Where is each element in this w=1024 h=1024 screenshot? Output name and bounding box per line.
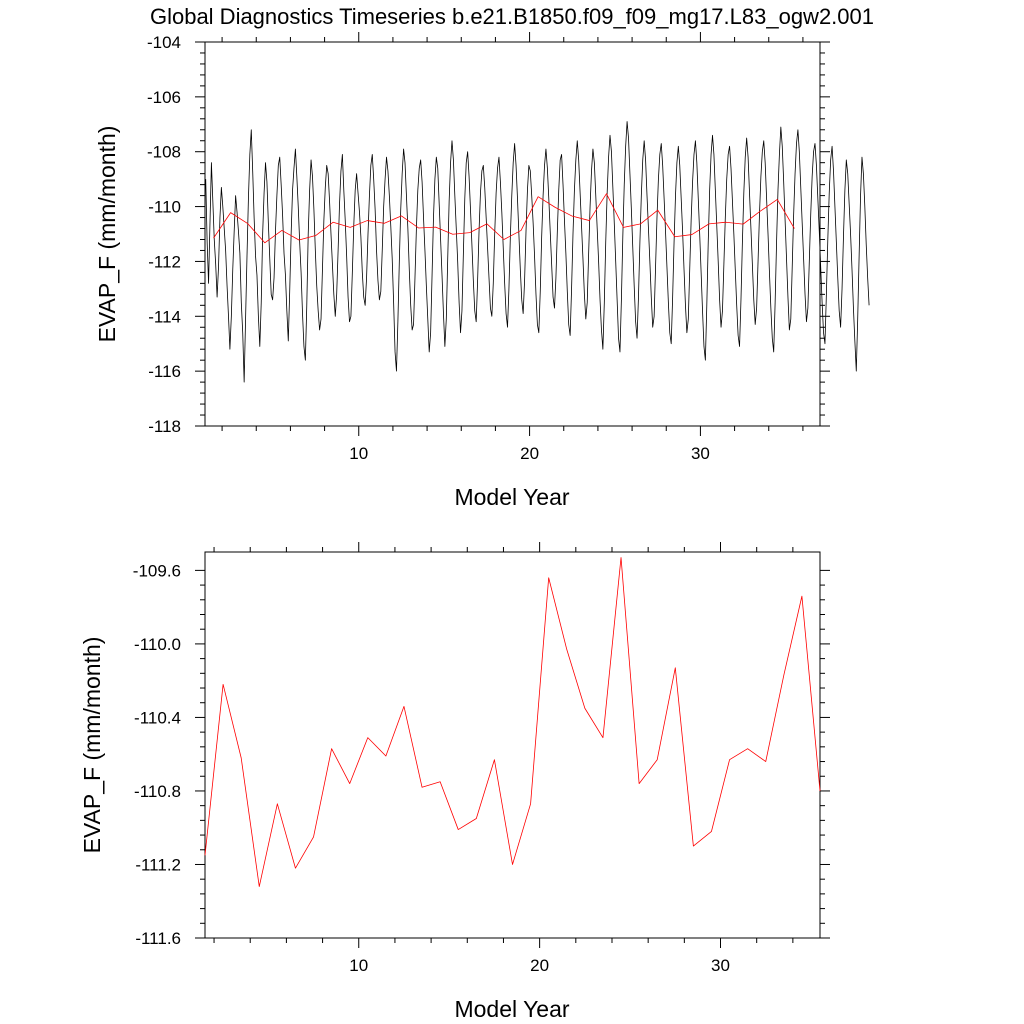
y-tick-label: -114 <box>148 307 181 326</box>
x-tick-labels: 10 20 30 <box>349 956 730 975</box>
annual-mean-line <box>204 557 821 887</box>
y-tick-label: -116 <box>148 362 181 381</box>
x-tick-label: 10 <box>349 956 368 975</box>
panel-bottom: -111.6 -111.2 -110.8 -110.4 -110.0 -109.6 10 2… <box>79 542 830 1022</box>
x-axis-label: Model Year <box>454 996 569 1022</box>
y-tick-label: -108 <box>147 143 181 162</box>
series-lines <box>205 121 870 383</box>
plot-frame <box>204 41 821 427</box>
panel-top: -118-116-114-112-110-108-106-104 10 20 30 … <box>94 32 870 510</box>
x-tick-label: 30 <box>691 444 710 463</box>
chart-title: Global Diagnostics Timeseries b.e21.B185… <box>150 4 874 29</box>
x-tick-label: 20 <box>530 956 549 975</box>
y-tick-label: -118 <box>148 417 181 436</box>
y-tick-labels: -111.6 -111.2 -110.8 -110.4 -110.0 -109.6 <box>133 561 181 948</box>
tick-marks <box>195 32 830 436</box>
plot-frame <box>204 551 821 939</box>
y-tick-label: -104 <box>147 33 181 52</box>
y-axis-label: EVAP_F (mm/month) <box>94 126 120 343</box>
y-tick-label: -110.4 <box>134 708 181 727</box>
y-tick-label: -111.2 <box>135 855 181 874</box>
y-tick-label: -111.6 <box>135 929 181 948</box>
tick-marks <box>195 542 830 948</box>
x-tick-labels: 10 20 30 <box>349 444 710 463</box>
y-tick-label: -112 <box>148 252 181 271</box>
y-tick-label: -110.0 <box>134 635 181 654</box>
y-tick-label: -109.6 <box>133 561 181 580</box>
x-tick-label: 30 <box>711 956 730 975</box>
y-axis-label: EVAP_F (mm/month) <box>79 637 105 854</box>
y-tick-label: -110.8 <box>134 782 181 801</box>
annual-mean-line <box>213 193 795 244</box>
x-axis-label: Model Year <box>454 484 569 510</box>
x-tick-label: 20 <box>520 444 539 463</box>
series-lines <box>204 557 821 887</box>
x-tick-label: 10 <box>349 444 368 463</box>
y-tick-labels: -118 -116 -114 -112 -110 -108 -106 -104 <box>147 33 181 436</box>
monthly-line <box>205 121 870 383</box>
y-tick-label: -106 <box>147 88 181 107</box>
y-tick-label: -110 <box>148 198 181 217</box>
